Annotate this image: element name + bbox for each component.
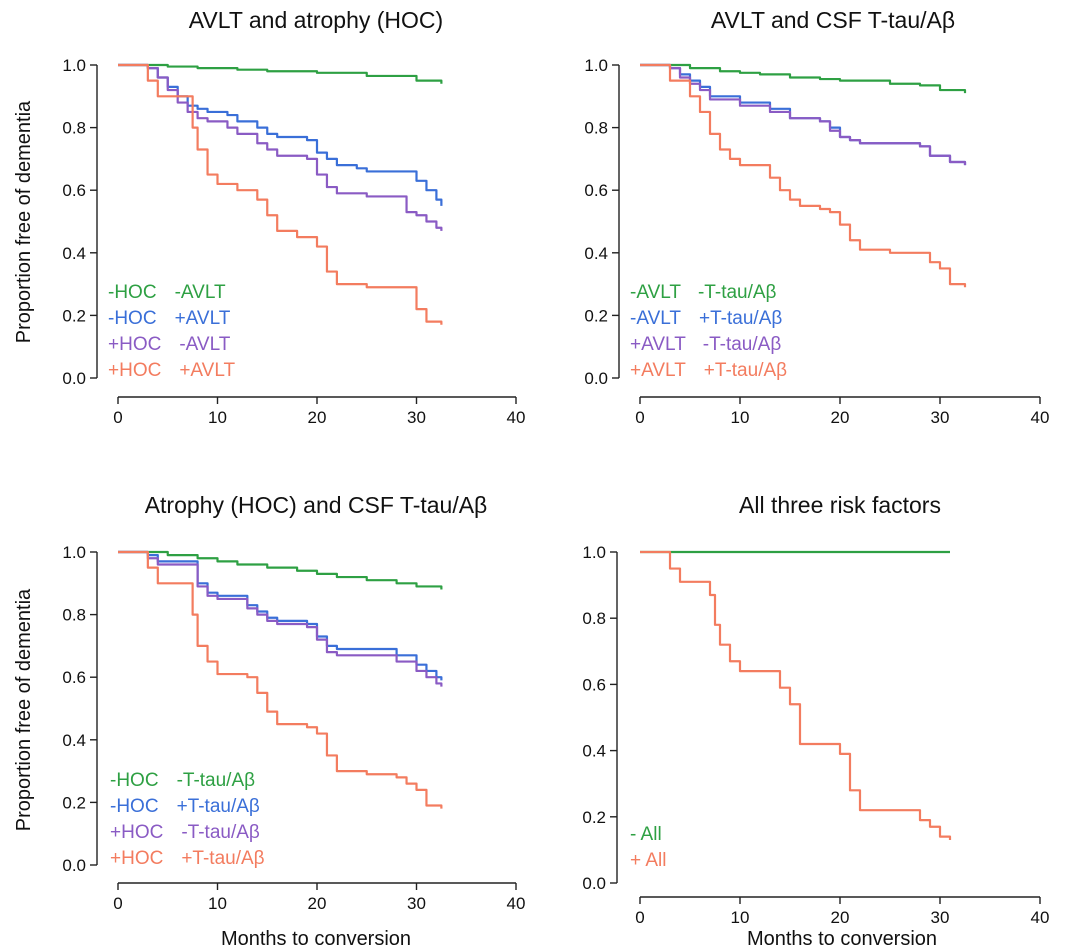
legend-entry: -AVLT -T-tau/Aβ	[630, 282, 777, 303]
y-tick-label: 1.0	[62, 56, 86, 75]
survival-curve	[118, 550, 443, 809]
y-tick-label: 0.2	[584, 306, 608, 325]
legend-entry: +HOC -AVLT	[108, 334, 231, 355]
x-tick-label: 20	[308, 894, 327, 913]
legend-entry: - All	[630, 824, 662, 845]
legend-entry: -HOC +AVLT	[108, 308, 231, 329]
survival-curve	[640, 63, 967, 166]
y-tick-label: 0.0	[582, 874, 606, 893]
legend-entry: +HOC +T-tau/Aβ	[110, 848, 265, 869]
panel-avlt-csf: AVLT and CSF T-tau/Aβ 0 10 20 30 40 0.0 0.2 0.4…	[584, 7, 1049, 427]
legend-entry: +HOC +AVLT	[108, 360, 236, 381]
x-tick-label: 0	[113, 894, 122, 913]
panel-avlt-atrophy: AVLT and atrophy (HOC) Proportion free o…	[13, 7, 525, 427]
x-axis-title: Months to conversion	[747, 928, 937, 950]
x-tick-label: 20	[308, 408, 327, 427]
x-tick-label: 10	[208, 894, 227, 913]
y-tick-label: 0.0	[584, 369, 608, 388]
x-tick-label: 0	[113, 408, 122, 427]
panel-title: AVLT and atrophy (HOC)	[189, 7, 443, 33]
x-tick-label: 0	[635, 908, 644, 927]
legend-entry: +AVLT -T-tau/Aβ	[630, 334, 781, 355]
y-axis-title: Proportion free of dementia	[13, 588, 35, 831]
panel-atrophy-csf: Atrophy (HOC) and CSF T-tau/Aβ Proportio…	[13, 492, 525, 950]
survival-curve	[640, 63, 967, 94]
y-tick-label: 1.0	[62, 543, 86, 562]
x-tick-label: 10	[208, 408, 227, 427]
y-axis-title: Proportion free of dementia	[13, 100, 35, 343]
panel-title: All three risk factors	[739, 492, 941, 518]
x-tick-label: 30	[407, 894, 426, 913]
survival-curve	[118, 63, 443, 231]
x-tick-label: 30	[407, 408, 426, 427]
y-tick-label: 0.6	[62, 181, 86, 200]
y-tick-label: 0.4	[62, 244, 86, 263]
y-tick-label: 1.0	[584, 56, 608, 75]
legend-entry: -HOC +T-tau/Aβ	[110, 796, 260, 817]
survival-curve	[118, 550, 443, 687]
y-tick-label: 0.6	[62, 668, 86, 687]
x-tick-label: 40	[507, 894, 526, 913]
survival-curve	[118, 550, 443, 681]
y-tick-label: 0.8	[62, 119, 86, 138]
survival-curve	[118, 63, 443, 325]
y-tick-label: 1.0	[582, 543, 606, 562]
x-tick-label: 20	[831, 408, 850, 427]
panel-title: Atrophy (HOC) and CSF T-tau/Aβ	[145, 492, 488, 518]
panel-title: AVLT and CSF T-tau/Aβ	[711, 7, 955, 33]
x-tick-label: 30	[931, 408, 950, 427]
y-tick-label: 0.2	[582, 808, 606, 827]
y-tick-label: 0.4	[62, 731, 86, 750]
panel-all-three: All three risk factors Months to convers…	[582, 492, 1049, 950]
x-tick-label: 10	[731, 908, 750, 927]
y-tick-label: 0.2	[62, 306, 86, 325]
y-tick-label: 0.6	[582, 675, 606, 694]
y-tick-label: 0.0	[62, 369, 86, 388]
survival-curve	[118, 63, 443, 84]
x-tick-label: 30	[931, 908, 950, 927]
y-tick-label: 0.4	[582, 742, 606, 761]
survival-curve	[118, 550, 443, 590]
survival-curve	[118, 63, 443, 206]
legend-entry: +AVLT +T-tau/Aβ	[630, 360, 787, 381]
y-tick-label: 0.8	[582, 609, 606, 628]
legend-entry: +HOC -T-tau/Aβ	[110, 822, 260, 843]
y-tick-label: 0.8	[584, 119, 608, 138]
survival-curve	[640, 63, 967, 288]
x-tick-label: 10	[731, 408, 750, 427]
x-tick-label: 40	[1031, 908, 1050, 927]
x-tick-label: 40	[1031, 408, 1050, 427]
y-tick-label: 0.4	[584, 244, 608, 263]
x-tick-label: 20	[831, 908, 850, 927]
y-tick-label: 0.8	[62, 606, 86, 625]
legend-entry: + All	[630, 850, 666, 871]
x-tick-label: 40	[507, 408, 526, 427]
x-axis-title: Months to conversion	[221, 928, 411, 950]
legend-entry: -AVLT +T-tau/Aβ	[630, 308, 782, 329]
legend-entry: -HOC -AVLT	[108, 282, 226, 303]
survival-curve	[640, 550, 952, 840]
y-tick-label: 0.6	[584, 181, 608, 200]
legend-entry: -HOC -T-tau/Aβ	[110, 770, 255, 791]
x-tick-label: 0	[635, 408, 644, 427]
y-tick-label: 0.2	[62, 793, 86, 812]
y-tick-label: 0.0	[62, 856, 86, 875]
